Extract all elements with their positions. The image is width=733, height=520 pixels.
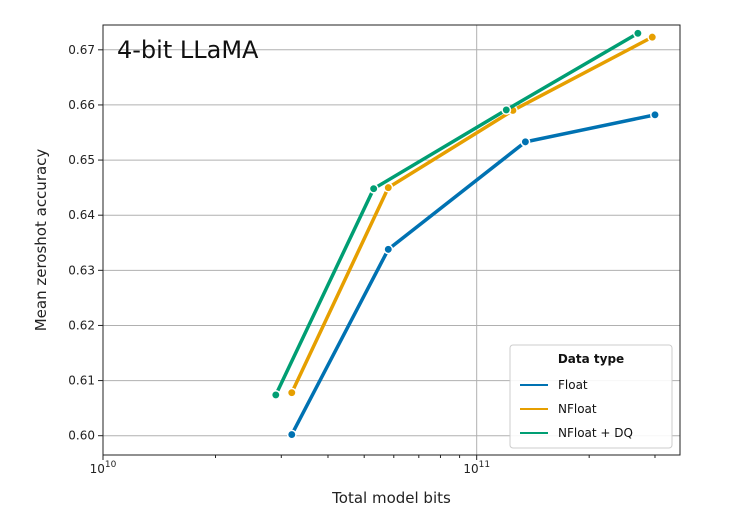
y-tick-label: 0.64 bbox=[68, 208, 95, 222]
x-axis-label: Total model bits bbox=[331, 489, 451, 507]
x-tick-base: 10 bbox=[463, 462, 478, 476]
data-point bbox=[286, 387, 297, 398]
grid bbox=[103, 25, 680, 455]
data-point bbox=[632, 28, 643, 39]
y-ticks: 0.60 0.61 0.62 0.63 0.64 0.65 0.66 0.67 bbox=[68, 43, 103, 443]
x-ticks: 1010 1011 bbox=[90, 455, 656, 476]
legend-box bbox=[509, 344, 673, 449]
legend: Data type Float NFloat NFloat + DQ bbox=[509, 344, 673, 449]
y-tick-label: 0.67 bbox=[68, 43, 95, 57]
data-point bbox=[501, 104, 512, 115]
y-tick-label: 0.62 bbox=[68, 318, 95, 332]
data-point bbox=[383, 182, 394, 193]
y-axis-label: Mean zeroshot accuracy bbox=[32, 149, 50, 332]
y-tick-label: 0.65 bbox=[68, 153, 95, 167]
plot-frame bbox=[102, 24, 681, 456]
data-point bbox=[650, 109, 660, 120]
series-group bbox=[270, 28, 660, 440]
x-tick-exponent: 10 bbox=[105, 460, 117, 470]
y-tick-label: 0.63 bbox=[68, 263, 95, 277]
data-point bbox=[383, 244, 394, 255]
data-point bbox=[368, 183, 379, 194]
legend-title: Data type bbox=[558, 352, 624, 366]
chart-title: 4-bit LLaMA bbox=[117, 36, 259, 64]
y-tick-label: 0.66 bbox=[68, 98, 95, 112]
data-point bbox=[520, 136, 531, 147]
x-tick-base: 10 bbox=[90, 462, 105, 476]
data-point bbox=[647, 32, 658, 43]
series-line-0 bbox=[290, 113, 657, 437]
series-line-2 bbox=[274, 31, 640, 397]
x-tick-label: 1011 bbox=[463, 460, 490, 476]
series-line-1 bbox=[290, 35, 655, 395]
y-tick-label: 0.60 bbox=[68, 429, 95, 443]
data-point bbox=[286, 429, 297, 440]
x-tick-exponent: 11 bbox=[479, 460, 490, 470]
x-tick-label: 1010 bbox=[90, 460, 117, 476]
y-tick-label: 0.61 bbox=[68, 374, 95, 388]
data-point bbox=[270, 389, 281, 400]
legend-label: NFloat + DQ bbox=[558, 426, 633, 440]
legend-label: Float bbox=[558, 378, 588, 392]
legend-label: NFloat bbox=[558, 402, 597, 416]
